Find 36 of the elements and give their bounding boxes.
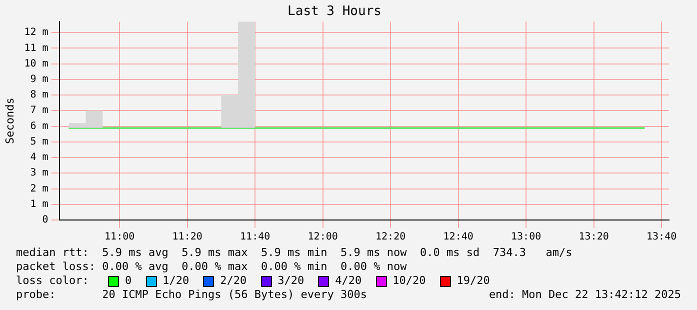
x-tick-label: 12:00 xyxy=(308,232,338,243)
x-tick-label: 11:00 xyxy=(104,232,135,243)
y-tick-label: 3 m xyxy=(30,168,48,179)
y-tick-label: 9 m xyxy=(30,74,48,85)
legend-label: 10/20 xyxy=(392,274,426,288)
y-tick-label: 4 m xyxy=(30,152,48,164)
y-tick-label: 11 m xyxy=(24,42,48,54)
y-tick-label: 10 m xyxy=(24,58,48,70)
x-tick-label: 11:40 xyxy=(240,232,270,243)
y-tick-label: 0 xyxy=(42,214,48,226)
y-tick-label: 12 m xyxy=(24,27,48,38)
legend-label: 0 xyxy=(124,274,132,288)
x-tick-label: 12:20 xyxy=(376,232,406,243)
text: end: Mon Dec 22 13:42:12 2025 xyxy=(488,288,681,302)
x-tick-label: 13:40 xyxy=(646,232,677,243)
x-tick-label: 13:00 xyxy=(511,232,542,243)
legend-label: 1/20 xyxy=(162,274,190,288)
text: probe: 20 ICMP Echo Pings (56 Bytes) every 300s xyxy=(16,288,367,302)
legend-label: 4/20 xyxy=(334,274,362,288)
y-tick-label: 1 m xyxy=(30,198,48,210)
x-tick-label: 13:20 xyxy=(578,232,609,243)
y-axis-title: Seconds xyxy=(3,98,16,144)
legend-label: 3/20 xyxy=(276,274,304,288)
y-tick-label: 6 m xyxy=(30,120,48,132)
legend-title: loss color: xyxy=(16,274,90,288)
y-tick-label: 8 m xyxy=(30,90,48,101)
legend-label: 2/20 xyxy=(219,274,247,288)
y-tick-label: 7 m xyxy=(30,105,48,116)
text: median rtt: 5.9 ms avg 5.9 ms max 5.9 ms min 5.9 ms now 0.0 ms sd 734.3 am/s xyxy=(16,246,574,260)
x-tick-label: 12:40 xyxy=(443,232,474,243)
y-tick-label: 5 m xyxy=(30,136,48,148)
text: packet loss: 0.00 % avg 0.00 % max 0.00 % min 0.00 % now xyxy=(16,260,408,274)
legend-label: 19/20 xyxy=(456,274,490,288)
chart-title: Last 3 Hours xyxy=(288,4,382,20)
x-tick-label: 11:20 xyxy=(172,232,202,243)
y-tick-label: 2 m xyxy=(30,183,48,194)
